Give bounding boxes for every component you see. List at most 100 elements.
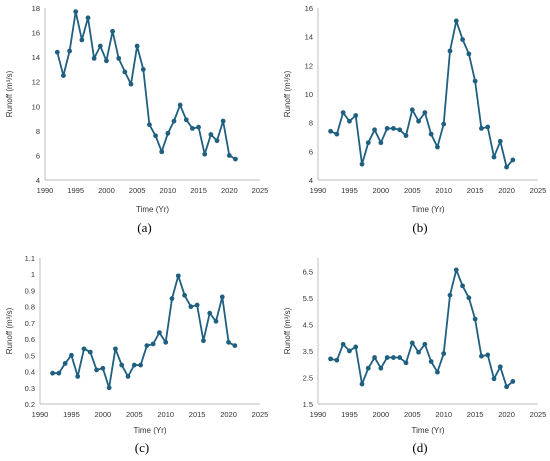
panel-b-x-tick-label: 2025	[530, 186, 547, 195]
panel-b-data-point	[378, 140, 384, 146]
panel-a-data-point	[153, 133, 158, 139]
panel-d-data-point	[466, 295, 472, 301]
panel-a-x-tick-label: 2000	[98, 186, 115, 195]
panel-c-data-point	[50, 370, 55, 376]
panel-b-series-line	[330, 19, 514, 169]
panel-b-data-point	[416, 118, 421, 124]
panel-a-data-point	[97, 43, 103, 49]
panel-d-x-tick-label: 2005	[404, 410, 421, 419]
panel-d-data-point	[510, 379, 516, 384]
panel-c-data-point	[175, 273, 181, 279]
panel-d-data-point	[428, 359, 434, 364]
panel-c-y-tick-label: 1	[31, 270, 35, 279]
panel-b-y-tick-label: 6	[309, 147, 313, 156]
panel-b-data-point	[504, 164, 509, 170]
panel-d-data-point	[353, 344, 359, 350]
panel-a-series-line	[56, 10, 236, 160]
panel-c-y-tick-label: 0.9	[25, 286, 35, 295]
panel-d-data-point	[403, 360, 409, 366]
panel-d-x-tick-label: 2020	[498, 410, 515, 419]
panel-c-data-point	[232, 343, 238, 348]
panel-a-y-tick-label: 16	[32, 29, 40, 38]
panel-c-y-axis-label: Runoff (m³/s)	[5, 307, 14, 354]
panel-a-data-point	[54, 49, 60, 55]
panel-c-y-tick-label: 0.6	[25, 335, 35, 344]
panel-d-series-line	[330, 268, 514, 388]
panel-c-data-point	[157, 330, 162, 336]
panel-c-x-tick-label: 1990	[32, 410, 49, 419]
panel-b-x-axis-label: Time (Yr)	[411, 205, 444, 214]
panel-c-data-point	[182, 292, 187, 298]
panel-a-y-axis-label: Runoff (m³/s)	[5, 70, 14, 117]
panel-b-y-tick-label: 14	[305, 33, 313, 42]
panel-d-data-point	[334, 357, 340, 363]
panel-b-data-point	[347, 118, 352, 124]
panel-b-x-tick-label: 2010	[435, 186, 452, 195]
panel-d-label: (d)	[412, 440, 427, 455]
panel-b-y-tick-label: 4	[309, 176, 313, 185]
panel-a-x-tick-label: 1995	[67, 186, 84, 195]
panel-c-data-point	[125, 374, 131, 379]
panel-b-data-point	[365, 140, 371, 146]
panel-a-data-point	[128, 81, 134, 87]
panel-d-x-axis-label: Time (Yr)	[411, 426, 444, 435]
panel-b-data-point	[397, 127, 403, 133]
panel-d-x-tick-label: 1995	[341, 410, 358, 419]
panel-c-data-point	[213, 318, 219, 324]
panel-c-x-tick-label: 2020	[220, 410, 237, 419]
panel-a-data-point	[171, 118, 177, 124]
panel-c-y-tick-label: 0.7	[25, 319, 35, 328]
panel-d-data-point	[472, 316, 478, 322]
panel-b-data-point	[384, 125, 390, 131]
panel-c-data-point	[113, 346, 118, 352]
panel-d-data-point	[347, 348, 352, 354]
panel-c-data-point	[188, 304, 194, 310]
panel-c: 0.2 0.3 0.4 0.5 0.6 0.7 0.8 0.9 1 1.1 1990 1995 2000…	[5, 254, 268, 455]
panel-d-data-point	[409, 340, 415, 346]
panel-a-data-point	[159, 149, 165, 155]
panel-b-data-point	[353, 113, 359, 118]
panel-a-data-point	[202, 151, 208, 157]
panel-d-data-point	[391, 355, 396, 360]
panel-d-x-tick-label: 2010	[435, 410, 452, 419]
panel-d-data-point	[435, 369, 440, 375]
panel-c-data-point	[75, 374, 81, 379]
panel-c-label: (c)	[135, 440, 149, 455]
panel-d-y-tick-label: 5.5	[303, 294, 313, 303]
panel-d-data-point	[453, 267, 459, 273]
panel-d-data-point	[372, 355, 377, 360]
panel-a-y-tick-label: 6	[36, 151, 40, 160]
panel-d-y-axis-label: Runoff (m³/s)	[283, 307, 292, 354]
panel-a-data-point	[134, 43, 140, 49]
panel-d-data-point	[328, 356, 333, 362]
panel-a-x-tick-label: 2005	[129, 186, 146, 195]
panel-b: 4 6 8 10 12 14 16 1990 1995 2000 2005 2010 2015 2020 2…	[283, 4, 546, 235]
panel-b-y-axis-label: Runoff (m³/s)	[283, 70, 292, 117]
panel-a: 4 6 8 10 12 14 16 18 1990 1995 2000 2005 2010 2015 202…	[5, 4, 268, 235]
panel-b-y-tick-label: 8	[309, 119, 313, 128]
panel-a-data-point	[116, 55, 122, 61]
panel-c-series-line	[52, 274, 236, 389]
panel-d-y-tick-label: 2.5	[303, 373, 313, 382]
panel-b-data-point	[479, 125, 484, 131]
panel-b-data-point	[472, 78, 478, 84]
panel-a-x-tick-label: 2025	[252, 186, 269, 195]
panel-a-y-tick-label: 14	[32, 53, 40, 62]
panel-c-data-point	[131, 362, 137, 368]
panel-d-data-point	[416, 349, 421, 355]
panel-d-y-tick-label: 3.5	[303, 347, 313, 356]
panel-a-data-point	[226, 153, 232, 158]
panel-b-data-point	[359, 161, 365, 167]
panel-d-y-tick-label: 1.5	[303, 400, 313, 409]
panel-b-data-point	[422, 110, 428, 116]
panel-a-data-point	[165, 130, 171, 136]
panel-b-x-tick-label: 2020	[498, 186, 515, 195]
panel-b-y-tick-label: 16	[305, 4, 313, 13]
panel-b-data-point	[372, 127, 377, 133]
panel-b-data-point	[441, 121, 447, 127]
panel-b-data-point	[403, 133, 409, 138]
panel-b-x-tick-label: 1995	[341, 186, 358, 195]
panel-c-y-tick-label: 0.2	[25, 400, 35, 409]
